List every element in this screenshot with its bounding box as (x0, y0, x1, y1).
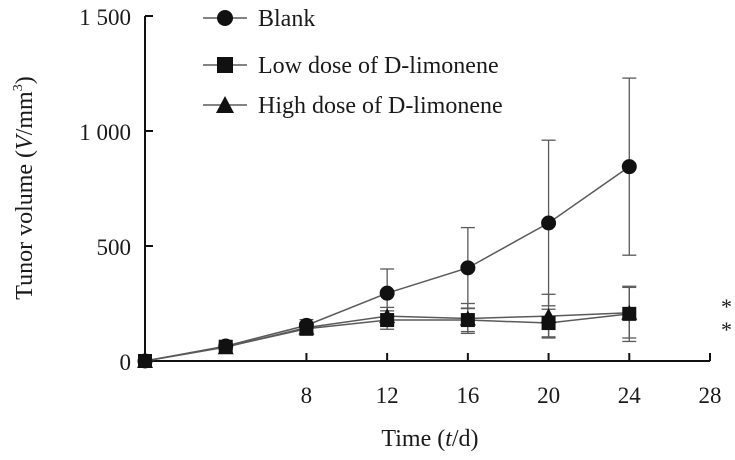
significance-marker-high: * (721, 317, 732, 342)
ticks: 8 12 16 20 24 28 0 500 1 000 1 500 (79, 5, 721, 408)
legend-label-blank: Blank (258, 6, 315, 32)
y-axis-title-suffix: /mm (12, 91, 38, 135)
x-axis-title-prefix: Time ( (381, 426, 445, 452)
data-point-triangle (379, 308, 396, 324)
y-axis-title: Tunor volume (V/mm3) (11, 76, 38, 299)
axes (144, 16, 710, 362)
legend-marker-square (217, 57, 233, 73)
legend-marker-triangle (216, 96, 234, 113)
x-tick-label: 8 (301, 383, 313, 408)
x-axis-title: Time (t/d) (381, 426, 478, 452)
data-point-triangle (217, 339, 234, 355)
x-tick-label: 12 (376, 383, 399, 408)
y-axis-title-close: ) (12, 76, 38, 84)
legend: Blank Low dose of D-limonene High dose o… (203, 6, 503, 119)
legend-marker-circle (217, 10, 233, 26)
significance-marker-low: * (721, 294, 732, 319)
data-point-triangle (298, 319, 315, 335)
series-line (144, 166, 630, 362)
series-group (137, 77, 638, 369)
legend-label-low-dose: Low dose of D-limonene (258, 53, 499, 79)
origin-tick-label: 0 (120, 350, 132, 375)
y-tick-label: 1 000 (79, 120, 131, 145)
x-tick-label: 20 (537, 383, 560, 408)
data-point-triangle (137, 353, 153, 368)
data-point-circle (379, 285, 395, 301)
data-point-triangle (621, 304, 638, 320)
x-tick-label: 28 (699, 383, 722, 408)
data-point-circle (460, 260, 476, 276)
y-tick-label: 500 (97, 235, 132, 260)
y-axis-title-sup: 3 (11, 84, 26, 91)
legend-label-high-dose: High dose of D-limonene (258, 93, 503, 119)
y-axis-title-var: V (12, 133, 38, 150)
data-point-triangle (459, 310, 476, 326)
data-point-triangle (540, 308, 557, 324)
y-tick-label: 1 500 (79, 5, 131, 30)
x-tick-label: 24 (618, 383, 642, 408)
y-axis-title-prefix: Tunor volume ( (12, 150, 38, 300)
x-axis-title-suffix: /d) (452, 426, 479, 452)
data-point-circle (621, 159, 637, 175)
x-tick-label: 16 (456, 383, 479, 408)
data-point-circle (541, 215, 557, 231)
x-axis-title-var: t (445, 426, 453, 452)
